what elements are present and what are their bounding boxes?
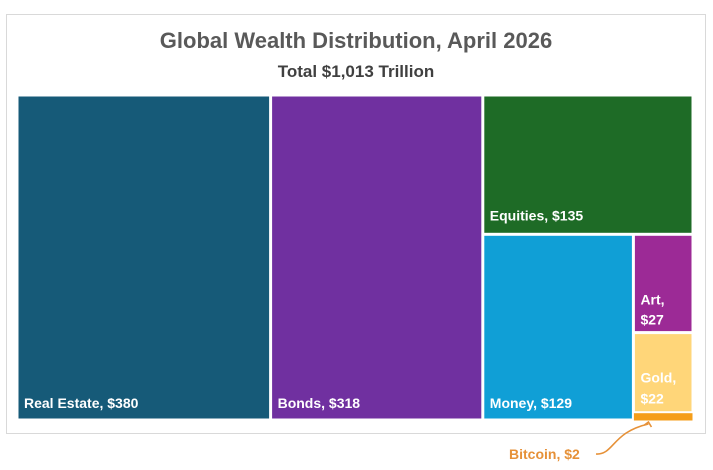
tile-bitcoin [633, 413, 693, 421]
tile-label-bonds: Bonds, $318 [278, 395, 361, 411]
tile-label-real-estate: Real Estate, $380 [24, 395, 139, 411]
tile-money [484, 235, 632, 419]
chart-title: Global Wealth Distribution, April 2026 [159, 28, 553, 53]
tile-real-estate [18, 96, 270, 419]
bitcoin-callout-arrowhead [643, 420, 653, 428]
tile-label-money: Money, $129 [490, 395, 572, 411]
tile-bonds [272, 96, 482, 419]
tile-label-equities: Equities, $135 [490, 207, 584, 223]
chart-subtitle: Total $1,013 Trillion [277, 62, 435, 81]
tile-label-art: Art, $27 [640, 292, 664, 328]
tile-art [634, 235, 692, 332]
bitcoin-callout-line [595, 423, 649, 455]
tile-label-bitcoin: Bitcoin, $2 [509, 446, 580, 462]
tile-label-gold: Gold, $22 [640, 370, 676, 407]
tile-gold [634, 334, 692, 412]
tile-equities [484, 96, 692, 233]
